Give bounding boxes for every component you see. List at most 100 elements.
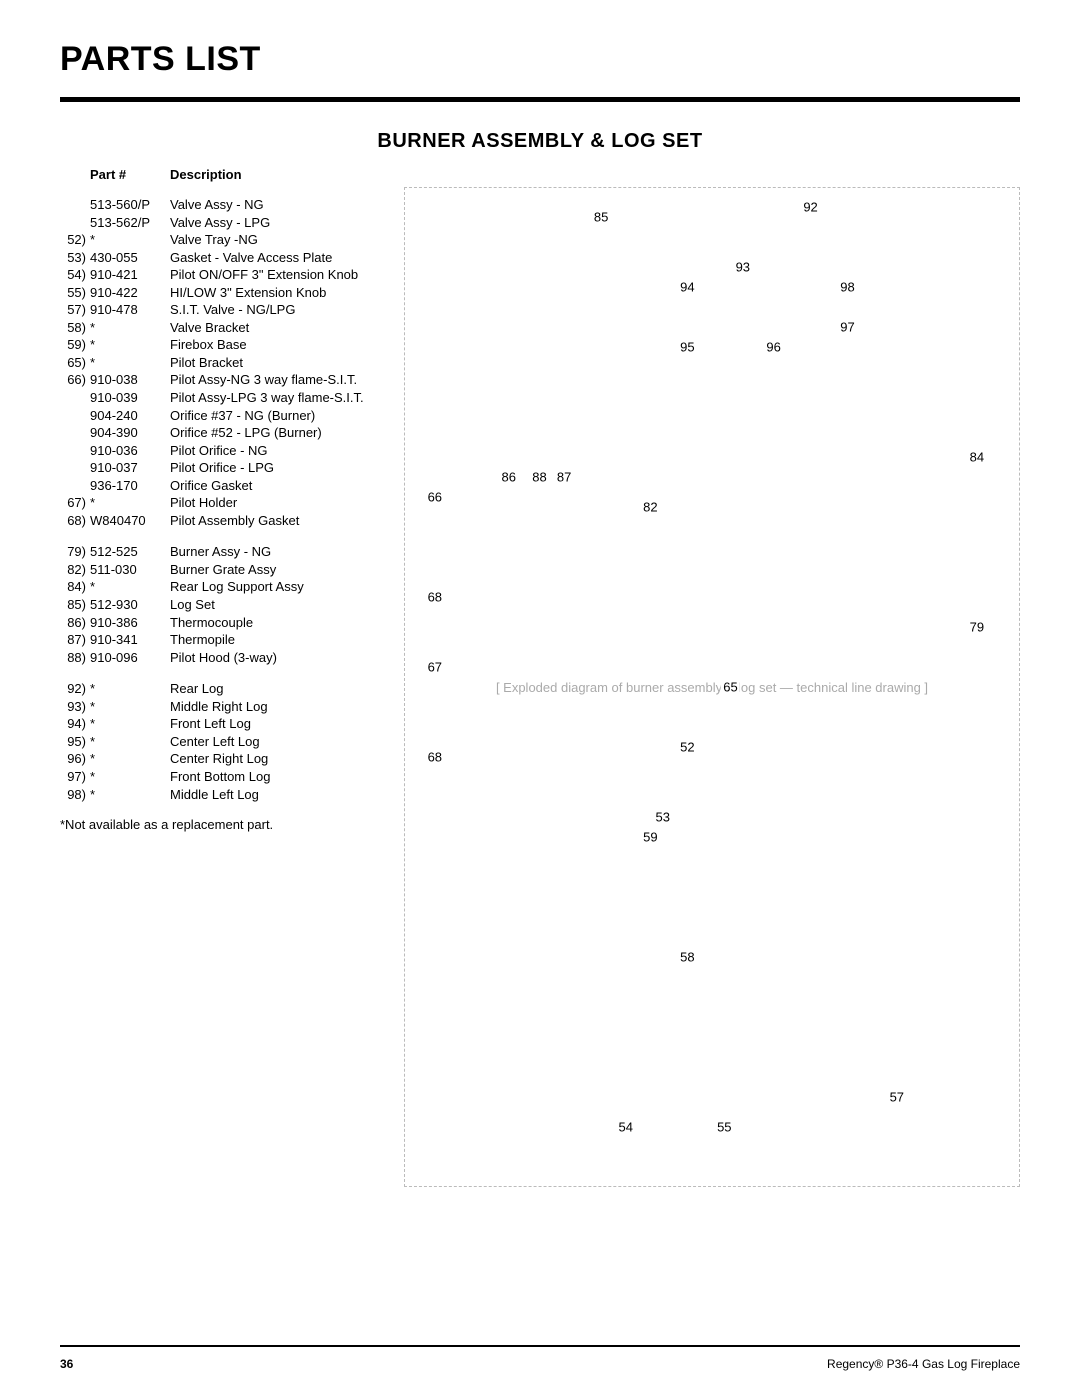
part-row: 910-037Pilot Orifice - LPG [60,459,380,477]
part-row: 904-240Orifice #37 - NG (Burner) [60,407,380,425]
part-number: 910-421 [90,266,170,284]
part-description: Firebox Base [170,336,380,354]
part-row: 94)*Front Left Log [60,715,380,733]
part-number: * [90,768,170,786]
part-description: Burner Assy - NG [170,543,380,561]
part-description: Rear Log [170,680,380,698]
part-description: Log Set [170,596,380,614]
exploded-diagram: [ Exploded diagram of burner assembly & … [404,187,1020,1187]
part-description: Center Left Log [170,733,380,751]
part-ref [60,389,90,407]
part-row: 910-036Pilot Orifice - NG [60,442,380,460]
part-description: Middle Right Log [170,698,380,716]
parts-group: 79)512-525Burner Assy - NG82)511-030Burn… [60,543,380,666]
part-number: * [90,319,170,337]
part-number: * [90,578,170,596]
part-row: 59)*Firebox Base [60,336,380,354]
part-ref: 85) [60,596,90,614]
part-ref: 84) [60,578,90,596]
part-row: 85)512-930Log Set [60,596,380,614]
part-ref: 93) [60,698,90,716]
part-description: Gasket - Valve Access Plate [170,249,380,267]
part-number: 904-240 [90,407,170,425]
part-row: 52)*Valve Tray -NG [60,231,380,249]
part-ref: 54) [60,266,90,284]
part-ref: 92) [60,680,90,698]
part-number: 910-341 [90,631,170,649]
part-ref [60,214,90,232]
part-row: 55)910-422HI/LOW 3" Extension Knob [60,284,380,302]
page-number: 36 [60,1357,73,1371]
part-description: Pilot Orifice - LPG [170,459,380,477]
part-number: 512-525 [90,543,170,561]
part-ref: 58) [60,319,90,337]
header-description: Description [170,167,380,182]
part-ref: 94) [60,715,90,733]
part-number: * [90,336,170,354]
part-ref [60,424,90,442]
part-row: 904-390Orifice #52 - LPG (Burner) [60,424,380,442]
part-row: 67)*Pilot Holder [60,494,380,512]
section-title: BURNER ASSEMBLY & LOG SET [60,130,1020,153]
part-ref: 67) [60,494,90,512]
part-number: * [90,786,170,804]
part-description: Thermopile [170,631,380,649]
part-description: Rear Log Support Assy [170,578,380,596]
part-ref: 59) [60,336,90,354]
part-row: 92)*Rear Log [60,680,380,698]
part-row: 66)910-038Pilot Assy-NG 3 way flame-S.I.… [60,371,380,389]
part-row: 86)910-386Thermocouple [60,614,380,632]
part-number: * [90,698,170,716]
part-description: Burner Grate Assy [170,561,380,579]
part-ref: 53) [60,249,90,267]
part-number: 910-386 [90,614,170,632]
part-number: * [90,680,170,698]
part-number: * [90,354,170,372]
part-row: 87)910-341Thermopile [60,631,380,649]
part-description: S.I.T. Valve - NG/LPG [170,301,380,319]
part-ref: 68) [60,512,90,530]
part-ref: 97) [60,768,90,786]
part-description: Valve Bracket [170,319,380,337]
parts-headers: Part # Description [60,167,380,182]
part-number: W840470 [90,512,170,530]
part-ref [60,442,90,460]
part-ref: 86) [60,614,90,632]
part-row: 93)*Middle Right Log [60,698,380,716]
part-row: 82)511-030Burner Grate Assy [60,561,380,579]
part-ref: 98) [60,786,90,804]
part-description: Orifice Gasket [170,477,380,495]
part-ref [60,477,90,495]
title-rule [60,97,1020,102]
part-row: 95)*Center Left Log [60,733,380,751]
part-description: Orifice #37 - NG (Burner) [170,407,380,425]
part-ref: 66) [60,371,90,389]
page-footer: 36 Regency® P36-4 Gas Log Fireplace [60,1357,1020,1371]
part-description: Pilot Assy-NG 3 way flame-S.I.T. [170,371,380,389]
part-row: 513-560/PValve Assy - NG [60,196,380,214]
part-description: Front Left Log [170,715,380,733]
part-number: 910-039 [90,389,170,407]
part-number: 512-930 [90,596,170,614]
part-row: 513-562/PValve Assy - LPG [60,214,380,232]
part-number: 910-422 [90,284,170,302]
part-ref: 87) [60,631,90,649]
part-ref: 95) [60,733,90,751]
part-row: 57)910-478S.I.T. Valve - NG/LPG [60,301,380,319]
header-part: Part # [90,167,170,182]
part-description: Pilot ON/OFF 3" Extension Knob [170,266,380,284]
part-row: 84)*Rear Log Support Assy [60,578,380,596]
part-description: Pilot Holder [170,494,380,512]
part-row: 65)*Pilot Bracket [60,354,380,372]
part-number: 513-560/P [90,196,170,214]
part-number: * [90,494,170,512]
part-ref: 96) [60,750,90,768]
part-description: Pilot Hood (3-way) [170,649,380,667]
part-row: 53)430-055Gasket - Valve Access Plate [60,249,380,267]
content-columns: Part # Description 513-560/PValve Assy -… [60,167,1020,832]
part-row: 88)910-096Pilot Hood (3-way) [60,649,380,667]
footer-rule [60,1345,1020,1347]
part-number: 910-096 [90,649,170,667]
part-ref: 82) [60,561,90,579]
part-row: 68)W840470Pilot Assembly Gasket [60,512,380,530]
